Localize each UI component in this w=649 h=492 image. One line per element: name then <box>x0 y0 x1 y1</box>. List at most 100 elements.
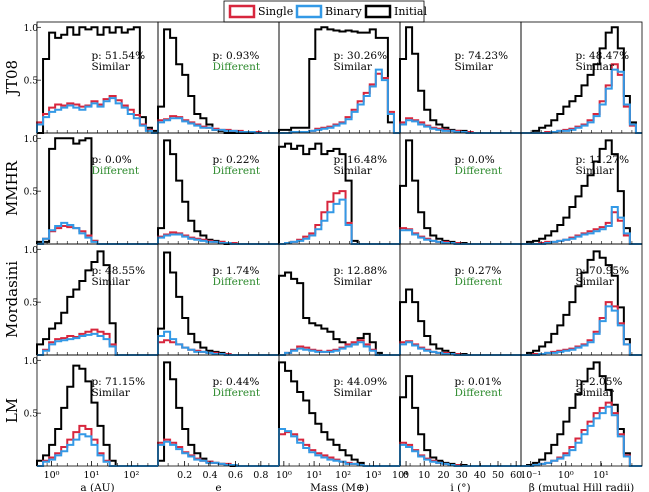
panel: p: 0.0%Different <box>36 132 159 245</box>
verdict-label: Similar <box>333 276 372 288</box>
legend-swatch-single <box>228 4 256 19</box>
initial-histogram <box>521 139 642 245</box>
verdict-label: Similar <box>575 276 614 288</box>
p-value-label: p: 0.0% <box>91 154 131 166</box>
x-tick-label: 20 <box>438 470 450 481</box>
binary-histogram <box>157 117 279 134</box>
initial-histogram <box>278 271 400 356</box>
verdict-label: Different <box>212 61 260 73</box>
verdict-label: Similar <box>575 387 614 399</box>
x-tick-label: 10 <box>418 470 430 481</box>
verdict-label: Similar <box>91 61 130 73</box>
x-axis-label: e <box>215 482 221 492</box>
p-value-label: p: 0.44% <box>212 376 259 388</box>
p-value-label: p: 1.74% <box>212 265 259 277</box>
initial-histogram <box>521 250 642 356</box>
verdict-label: Similar <box>333 61 372 73</box>
row-label: LM <box>3 398 21 423</box>
verdict-label: Different <box>454 165 502 177</box>
x-tick-label: 10³ <box>365 470 381 481</box>
y-tick-label: 0.5 <box>24 188 39 198</box>
x-tick-label: 0.2 <box>177 470 192 481</box>
p-value-label: p: 0.22% <box>212 154 259 166</box>
verdict-label: Similar <box>91 387 130 399</box>
verdict-label: Similar <box>333 387 372 399</box>
verdict-label: Similar <box>575 61 614 73</box>
x-tick-label: 30 <box>456 470 468 481</box>
panel: p: 74.23%Similar <box>399 21 522 134</box>
y-tick-label: 1.0 <box>24 24 39 34</box>
row-label: Mordasini <box>3 261 21 338</box>
y-tick-label: 1.0 <box>24 246 39 256</box>
x-tick-label: 40 <box>474 470 486 481</box>
p-value-label: p: 44.09% <box>333 376 387 388</box>
panel: p: 48.55%Similar <box>36 243 159 356</box>
p-value-label: p: 48.47% <box>575 50 629 62</box>
verdict-label: Similar <box>575 165 614 177</box>
y-tick-label: 0.5 <box>24 410 39 420</box>
initial-histogram <box>399 26 521 134</box>
initial-histogram <box>37 26 159 134</box>
panel: p: 0.01%Different <box>399 354 522 467</box>
initial-histogram <box>278 26 400 134</box>
x-tick-label: 10¹ <box>306 470 322 481</box>
p-value-label: p: 51.54% <box>91 50 145 62</box>
x-tick-label: 0.8 <box>253 470 268 481</box>
x-tick-label: 50 <box>492 470 504 481</box>
binary-histogram <box>279 68 400 134</box>
panel: p: 44.09%Similar <box>278 354 401 467</box>
panel: p: 51.54%Similar <box>36 21 159 134</box>
x-tick-label: 10⁰ <box>276 470 292 481</box>
binary-histogram <box>521 68 642 134</box>
binary-histogram <box>399 443 521 467</box>
panel: p: 71.15%Similar <box>36 354 159 467</box>
x-tick-label: 0 <box>403 470 409 481</box>
p-value-label: p: 0.27% <box>454 265 501 277</box>
p-value-label: p: 0.01% <box>454 376 501 388</box>
legend-label-binary: Binary <box>325 5 363 18</box>
p-value-label: p: 12.88% <box>333 265 387 277</box>
x-tick-label: 10² <box>335 470 351 481</box>
panel: p: 70.95%Similar <box>520 243 643 356</box>
x-tick-label: 10⁰ <box>558 470 574 481</box>
row-label: MMHR <box>3 160 21 216</box>
p-value-label: p: 11.27% <box>575 154 629 166</box>
p-value-label: p: 16.48% <box>333 154 387 166</box>
x-tick-label: 10¹ <box>593 470 609 481</box>
panel: p: 16.48%Similar <box>278 132 401 245</box>
binary-histogram <box>521 405 642 467</box>
verdict-label: Similar <box>333 165 372 177</box>
verdict-label: Different <box>454 387 502 399</box>
panel: p: 0.93%Different <box>157 21 280 134</box>
x-tick-label: 10⁴ <box>392 470 408 481</box>
x-tick-label: 10⁰ <box>44 470 60 481</box>
panel-frame <box>157 132 280 245</box>
verdict-label: Different <box>454 276 502 288</box>
panel: p: 0.22%Different <box>157 132 280 245</box>
binary-histogram <box>279 341 400 356</box>
binary-histogram <box>521 305 642 356</box>
panel: p: 48.47%Similar <box>520 21 643 134</box>
y-tick-label: 0.5 <box>24 299 39 309</box>
row-label: JT08 <box>3 60 21 97</box>
panel: p: 1.74%Different <box>157 243 280 356</box>
binary-histogram <box>279 198 400 245</box>
legend: Single Binary Initial <box>223 0 427 23</box>
single-histogram <box>36 95 158 134</box>
x-tick-label: 10² <box>123 470 139 481</box>
panel: p: 0.44%Different <box>157 354 280 467</box>
verdict-label: Different <box>212 276 260 288</box>
verdict-label: Similar <box>454 61 493 73</box>
panel: p: 30.26%Similar <box>278 21 401 134</box>
initial-histogram <box>521 26 642 134</box>
y-tick-label: 1.0 <box>24 357 39 367</box>
p-value-label: p: 0.93% <box>212 50 259 62</box>
x-tick-label: 0.6 <box>228 470 243 481</box>
panel: p: 0.0%Different <box>399 132 522 245</box>
x-axis-label: a (AU) <box>80 482 114 492</box>
x-tick-label: 60 <box>510 470 522 481</box>
y-tick-label: 1.0 <box>24 135 39 145</box>
panel: p: 2.05%Similar <box>520 354 643 467</box>
